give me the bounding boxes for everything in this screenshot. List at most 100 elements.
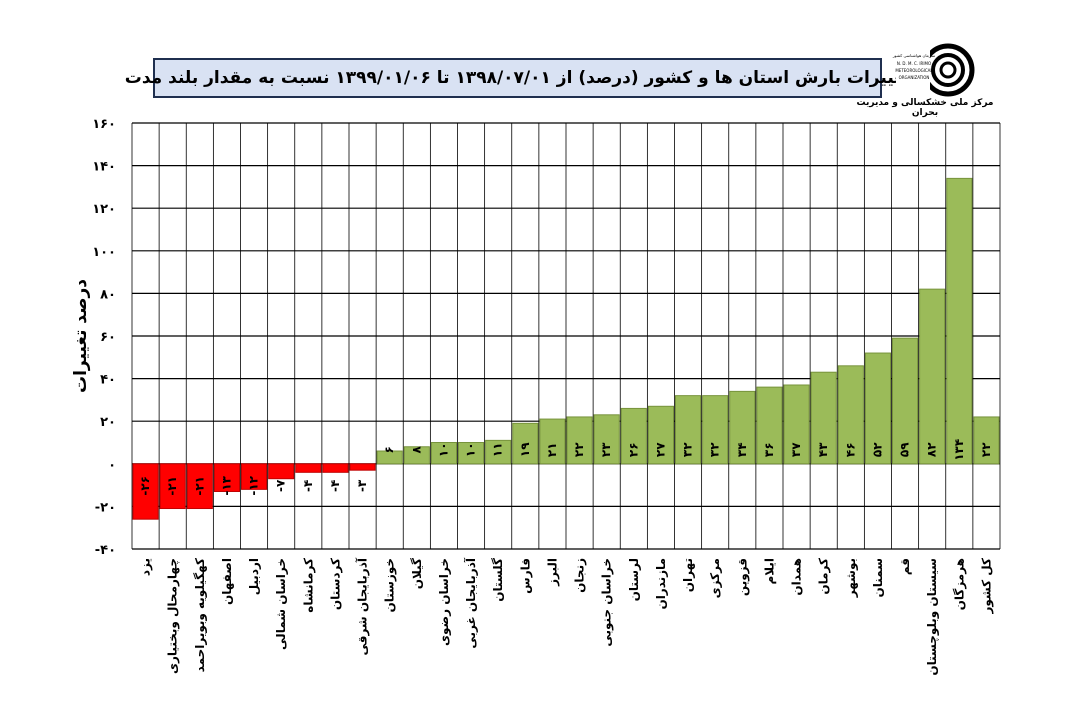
x-tick-label: البرز — [545, 558, 559, 587]
value-label: ۸ — [409, 445, 423, 453]
bar — [756, 386, 783, 465]
bar — [322, 463, 349, 473]
value-label: ۳۴ — [735, 442, 749, 457]
x-tick-label: خراسان رضوی — [437, 558, 452, 646]
value-label: -۱۳ — [219, 475, 233, 495]
y-axis-label: درصد تغییرات — [71, 279, 91, 393]
x-tick-label: مرکزی — [708, 558, 722, 598]
x-tick-label: گیلان — [410, 558, 424, 589]
x-tick-labels-layer: یزد چهارمحال وبختیاری کهگیلویه وبویراحمد اص… — [139, 557, 995, 676]
bar — [946, 177, 973, 465]
bar — [268, 463, 295, 480]
bar — [919, 288, 946, 465]
bar — [186, 463, 213, 510]
value-label: -۱۲ — [247, 475, 261, 495]
x-tick-label: سیستان وبلوچستان — [925, 558, 940, 676]
svg-text:ORGANIZATION: ORGANIZATION — [899, 75, 930, 80]
bar — [295, 463, 322, 473]
x-tick-label: آذربایجان شرقی — [355, 557, 370, 655]
value-label: ۱۰ — [436, 442, 450, 457]
y-tick-label: ۴۰ — [100, 373, 116, 388]
x-tick-label: کردستان — [328, 558, 342, 610]
value-label: ۱۱ — [491, 442, 505, 457]
value-label: ۵۲ — [870, 442, 884, 457]
drought-center-logo: سازمان هواشناسی کشور N. D. M. C. IRIMO M… — [892, 43, 975, 97]
bars-layer — [132, 177, 1000, 520]
bar — [973, 416, 1000, 465]
value-label: ۱۰ — [464, 442, 478, 457]
svg-text:سازمان هواشناسی کشور: سازمان هواشناسی کشور — [892, 53, 936, 58]
bar — [349, 463, 376, 471]
x-tick-label: گلستان — [491, 558, 505, 602]
value-label: ۴۶ — [843, 442, 857, 457]
x-tick-label: همدان — [790, 558, 804, 596]
value-label: ۲۷ — [653, 442, 667, 457]
value-label: ۲۳ — [599, 442, 613, 457]
svg-text:N. D. M. C. IRIMO: N. D. M. C. IRIMO — [897, 61, 931, 66]
value-label: ۳۷ — [789, 442, 803, 457]
bar — [892, 337, 919, 465]
bar — [593, 414, 620, 465]
x-tick-label: کهگیلویه وبویراحمد — [193, 558, 208, 672]
x-tick-label: هرمزگان — [952, 558, 966, 610]
bar — [566, 416, 593, 465]
logo-caption: مرکز ملی خشکسالی و مدیریت بحران — [856, 98, 994, 118]
x-tick-label: یزد — [139, 558, 153, 576]
value-label: ۵۹ — [898, 442, 912, 457]
y-tick-label: ۱۲۰ — [92, 202, 116, 217]
value-label: -۴ — [301, 480, 315, 492]
x-tick-label: تهران — [681, 558, 695, 592]
value-label: -۲۶ — [138, 476, 152, 496]
bar — [159, 463, 186, 510]
y-tick-label: ۶۰ — [100, 330, 116, 345]
value-labels-layer: -۲۶ -۲۱ -۲۱ -۱۳ -۱۲ -۷ -۴ -۴ -۳ ۶ ۸ ۱۰ ۱۰ ۱۱ ۱۹ ۲۱ ۲۲ ۲۳ ۲… — [138, 439, 993, 496]
x-tick-label: کرمان — [817, 558, 831, 595]
svg-text:METEOROLOGICAL: METEOROLOGICAL — [895, 68, 933, 73]
chart-title: تغییرات بارش استان ها و کشور (درصد) از ۱… — [124, 68, 911, 88]
x-tick-label: اصفهان — [220, 558, 234, 605]
value-label: ۳۶ — [762, 442, 776, 457]
x-tick-label: کرمانشاه — [301, 558, 315, 613]
y-tick-label: ۸۰ — [100, 287, 116, 302]
bar — [403, 446, 430, 465]
chart-title-box: تغییرات بارش استان ها و کشور (درصد) از ۱… — [125, 58, 910, 98]
bar — [810, 371, 837, 465]
y-tick-label: ۱۶۰ — [92, 117, 116, 132]
y-tick-label: ۱۴۰ — [92, 160, 116, 175]
bar — [132, 463, 159, 520]
x-tick-label: خراسان شمالی — [274, 558, 288, 650]
x-tick-label: آذربایجان غربی — [463, 557, 478, 648]
x-tick-label: چهارمحال وبختیاری — [166, 558, 181, 674]
bar — [512, 422, 539, 465]
bar — [458, 442, 485, 465]
bar — [376, 450, 403, 465]
y-tick-label: ۱۰۰ — [92, 245, 116, 260]
y-tick-label: ۲۰ — [100, 415, 116, 430]
value-label: -۲۱ — [165, 476, 179, 496]
y-tick-label: ۰ — [108, 458, 116, 473]
bar — [430, 442, 457, 465]
y-tick-label: -۴۰ — [95, 543, 116, 558]
bar — [675, 395, 702, 465]
value-label: ۲۲ — [572, 442, 586, 457]
x-tick-label: قزوین — [735, 558, 750, 596]
bar — [783, 384, 810, 465]
y-tick-labels-layer: -۴۰ -۲۰ ۰ ۲۰ ۴۰ ۶۰ ۸۰ ۱۰۰ ۱۲۰ ۱۴۰ ۱۶۰ — [92, 117, 116, 558]
bar — [864, 352, 891, 465]
y-tick-label: -۲۰ — [95, 500, 116, 515]
value-label: ۲۱ — [545, 442, 559, 457]
value-label: -۲۱ — [192, 476, 206, 496]
value-label: ۲۲ — [979, 442, 993, 457]
bar — [620, 407, 647, 465]
bar — [241, 463, 268, 490]
x-tick-label: لرستان — [627, 558, 641, 601]
value-label: ۳۲ — [708, 442, 722, 457]
value-label: ۱۳۴ — [952, 439, 966, 461]
x-tick-label: مازندران — [654, 558, 668, 610]
value-label: ۸۲ — [925, 442, 939, 457]
x-tick-label: فارس — [518, 558, 532, 594]
bar — [485, 439, 512, 465]
bar — [213, 463, 240, 492]
value-label: ۳۲ — [681, 442, 695, 457]
value-label: ۶ — [382, 446, 396, 453]
